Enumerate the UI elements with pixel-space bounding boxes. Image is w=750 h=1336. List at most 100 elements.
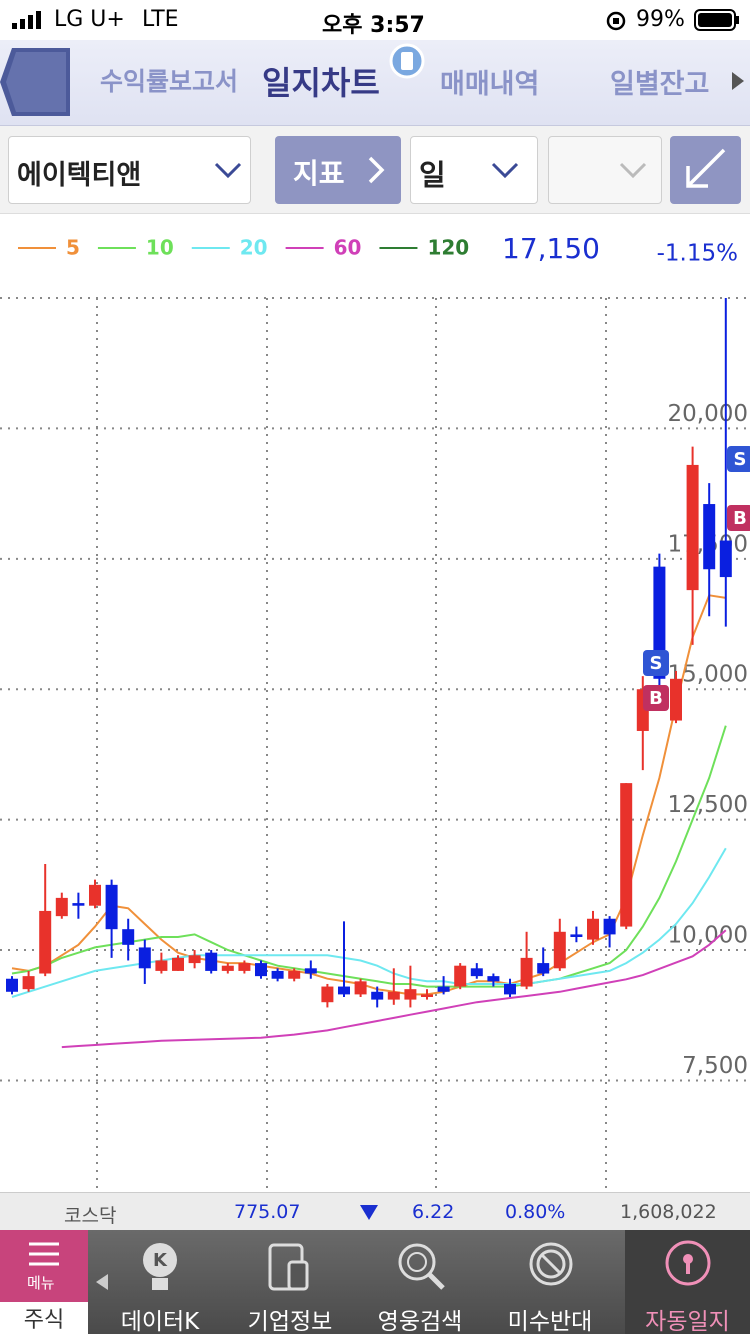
tab[interactable]: 수익률보고서	[100, 67, 239, 96]
y-tick-label: 12,500	[668, 792, 748, 818]
down-arrow	[360, 1205, 378, 1220]
candle-body	[470, 968, 483, 977]
menu-button[interactable]: 메뉴 주식	[0, 1230, 88, 1334]
menu-icon	[29, 1242, 59, 1266]
candle-body	[387, 991, 400, 1000]
period: 일	[419, 158, 446, 192]
tab-label: 자동일지	[645, 1309, 730, 1335]
buy-marker	[727, 505, 750, 531]
candle-body	[338, 986, 350, 995]
candle-body	[603, 918, 616, 935]
y-tick-label: 20,000	[668, 401, 748, 427]
sell-marker	[643, 650, 669, 676]
candle-body	[72, 903, 85, 906]
candle-body	[221, 965, 234, 971]
tab[interactable]: 매매내역	[440, 69, 540, 100]
volume: 1,608,022	[620, 1201, 717, 1223]
period-select[interactable]: 일	[410, 136, 538, 204]
tab-active[interactable]: 일지차트	[262, 64, 380, 102]
bulb-letter: K	[153, 1250, 168, 1271]
ma-line	[11, 594, 726, 996]
stock-name: 에이텍티앤	[17, 160, 142, 191]
candle-body	[55, 897, 68, 917]
buy-marker	[643, 685, 669, 711]
candle-body	[670, 678, 682, 721]
tab-item[interactable]: K 데이터K	[95, 1230, 225, 1335]
marker-label: B	[649, 688, 663, 709]
section-label: 주식	[0, 1302, 88, 1334]
menu-label: 메뉴	[27, 1274, 55, 1292]
candle-body	[138, 947, 151, 969]
legend-label: 20	[240, 236, 268, 260]
index-name: 코스닥	[64, 1205, 117, 1227]
chevron	[619, 162, 647, 179]
indicator-label: 지표	[293, 157, 345, 190]
nav-bar: 수익률보고서 일지차트 매매내역 일별잔고	[0, 40, 750, 126]
marker-label: S	[650, 653, 663, 674]
chevron	[368, 156, 385, 184]
candle-body	[404, 989, 417, 1000]
sell-marker	[727, 446, 750, 472]
signal-icon	[12, 11, 41, 29]
legend-label: 120	[427, 236, 469, 260]
expand-button[interactable]	[670, 136, 741, 204]
candle-body	[255, 963, 267, 977]
candle-body	[703, 504, 716, 570]
candle-body	[719, 540, 732, 578]
candle-body	[454, 965, 467, 987]
candle-body	[321, 986, 334, 1003]
tab-label: 데이터K	[120, 1309, 200, 1335]
expand-icon	[686, 148, 726, 188]
index-value: 775.07	[234, 1201, 301, 1223]
candle-body	[105, 884, 118, 930]
empty-select[interactable]	[548, 136, 662, 204]
index-rate: 0.80%	[505, 1201, 566, 1223]
candle-body	[553, 931, 566, 969]
legend: 5 10 20 60 120	[18, 236, 469, 260]
tab-label: 영웅검색	[377, 1309, 463, 1335]
tab-item[interactable]: 영웅검색	[355, 1230, 485, 1335]
market-bar: 코스닥 775.07 6.22 0.80% 1,608,022	[0, 1192, 750, 1231]
tab-item[interactable]: 기업정보	[225, 1230, 355, 1335]
candle-body	[437, 986, 450, 992]
network: LTE	[142, 7, 179, 32]
tab[interactable]: 일별잔고	[610, 69, 710, 100]
chevron	[214, 162, 242, 179]
candle-body	[371, 991, 384, 1000]
search-icon	[398, 1243, 445, 1290]
candle-body	[155, 960, 168, 971]
tab-bar: 메뉴 주식 K 데이터K 기업정보 영웅검색 미수반대 자동일지	[0, 1230, 750, 1335]
marker-label: B	[733, 508, 747, 529]
candle-body	[39, 910, 52, 974]
tab-item-active[interactable]: 자동일지	[625, 1230, 750, 1335]
stock-select[interactable]: 에이텍티앤	[8, 136, 251, 204]
carrier: LG U+	[54, 7, 125, 32]
ma-line	[11, 847, 727, 998]
trade-markers: S B S B	[643, 446, 750, 711]
controls: 에이텍티앤 지표 일	[0, 126, 750, 214]
tab-item[interactable]: 미수반대	[485, 1230, 615, 1335]
battery-level: 99%	[636, 7, 685, 32]
index-change: 6.22	[412, 1201, 455, 1223]
more-arrow[interactable]	[732, 72, 746, 90]
lock-icon	[606, 11, 626, 31]
indicator-button[interactable]: 지표	[275, 136, 401, 204]
block-icon	[529, 1242, 573, 1286]
candle-body	[537, 963, 550, 974]
candle-body	[271, 970, 284, 979]
candle-body	[421, 994, 433, 997]
left-arrow[interactable]	[96, 1274, 108, 1290]
candle-body	[570, 934, 583, 938]
chart: 5 10 20 60 120 17,150 -1.15% 7,500 10,000 12,5…	[0, 232, 750, 1190]
candle-body	[520, 957, 533, 987]
candle-body	[288, 970, 301, 979]
legend-label: 60	[334, 236, 362, 260]
back-button[interactable]	[0, 46, 72, 118]
candle-body	[22, 976, 35, 990]
status-bar: LG U+ LTE 오후 3:57 99%	[0, 0, 750, 40]
candle-body	[504, 983, 516, 995]
candle-body	[89, 884, 101, 906]
candle-body	[188, 955, 201, 964]
ma-line	[61, 929, 727, 1049]
